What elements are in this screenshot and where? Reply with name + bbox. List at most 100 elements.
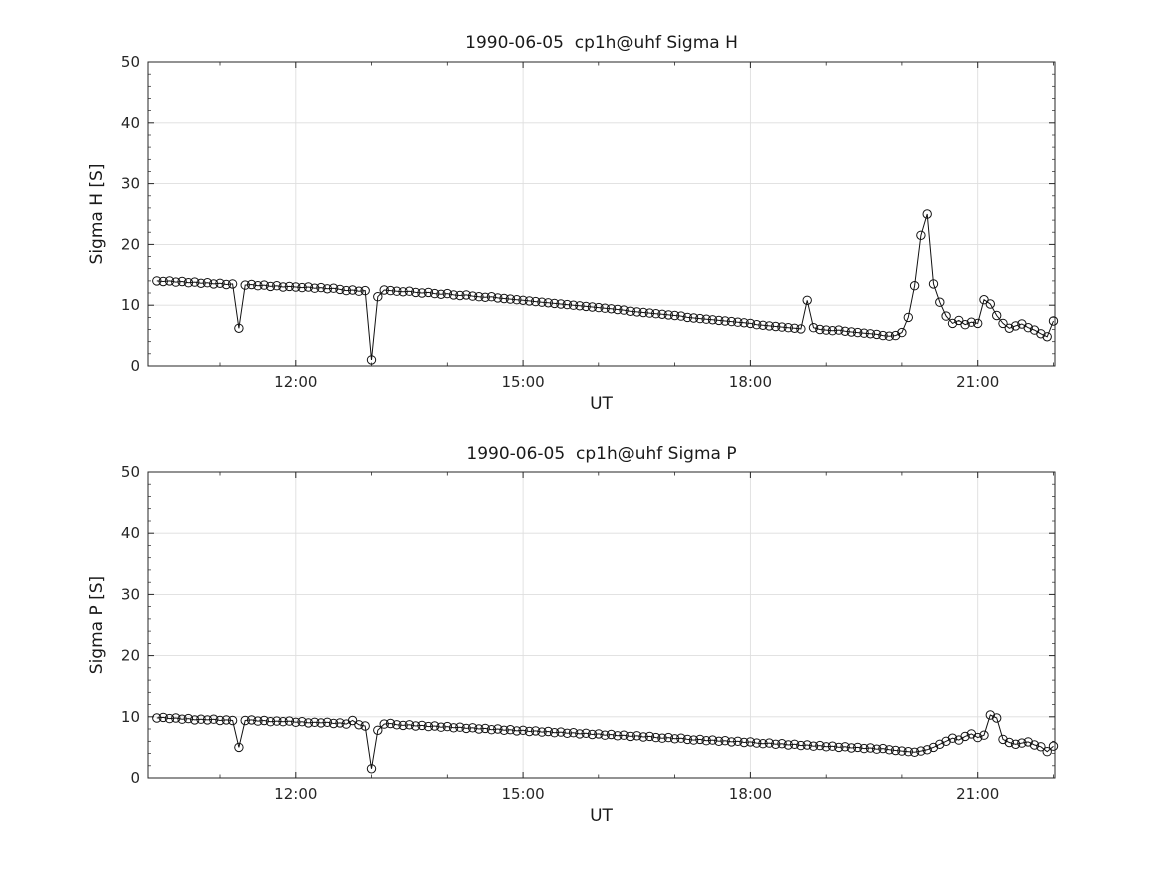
data-point-marker [284, 281, 295, 292]
data-point-marker [827, 741, 838, 751]
data-point-marker [379, 719, 389, 729]
data-point-marker [253, 281, 263, 291]
data-point-marker [354, 720, 364, 730]
data-point-marker [840, 742, 850, 752]
data-point-marker [467, 291, 478, 301]
data-point-marker [379, 285, 389, 295]
data-point-marker [171, 277, 181, 287]
data-point-marker [859, 743, 869, 754]
data-point-marker [777, 322, 787, 332]
data-point-marker [474, 724, 484, 734]
data-point-marker [1023, 323, 1033, 333]
data-point-marker [436, 289, 446, 299]
data-point-marker [284, 716, 295, 726]
data-point-marker [549, 728, 560, 738]
data-point-marker [537, 727, 547, 737]
data-point-marker [448, 723, 459, 733]
sigma-h-y-axis-label: Sigma H [S] [87, 163, 107, 265]
data-point-marker [310, 283, 320, 293]
data-point-marker [404, 286, 415, 296]
data-point-marker [543, 298, 553, 308]
data-point-marker [587, 729, 598, 740]
data-point-marker [998, 734, 1008, 745]
data-point-marker [998, 318, 1008, 329]
data-point-marker [347, 285, 358, 295]
data-point-marker [493, 724, 503, 734]
data-point-marker [764, 738, 774, 748]
data-point-marker [253, 716, 263, 726]
x-tick-label: 21:00 [956, 373, 999, 391]
data-point-marker [423, 287, 434, 298]
data-point-marker [853, 327, 863, 338]
x-tick-label: 18:00 [729, 373, 772, 391]
data-point-marker [227, 279, 238, 289]
data-point-marker [834, 325, 844, 335]
data-point-marker [215, 278, 225, 288]
data-point-marker [752, 738, 762, 748]
data-point-marker [568, 300, 579, 310]
y-tick-label: 20 [121, 647, 140, 665]
sigma-p-chart-title: 1990-06-05 cp1h@uhf Sigma P [466, 444, 737, 464]
data-point-marker [745, 737, 756, 747]
data-point-marker [726, 737, 737, 747]
y-tick-label: 20 [121, 235, 140, 253]
data-point-marker [442, 288, 452, 299]
data-point-marker [632, 731, 642, 741]
data-point-marker [417, 288, 427, 298]
data-point-marker [404, 720, 415, 730]
data-point-marker [158, 712, 168, 723]
y-tick-label: 10 [121, 296, 140, 314]
data-point-marker [815, 324, 825, 335]
data-point-marker [960, 320, 970, 330]
data-point-marker [878, 743, 888, 754]
data-point-marker [853, 742, 863, 753]
data-point-marker [1048, 741, 1059, 751]
data-point-marker [209, 714, 219, 724]
data-point-marker [171, 713, 181, 723]
data-point-marker [947, 318, 958, 329]
data-point-marker [720, 736, 730, 746]
data-point-marker [600, 730, 610, 740]
data-point-marker [941, 311, 951, 321]
data-point-marker [183, 713, 194, 724]
data-point-marker [846, 327, 857, 337]
data-point-marker [663, 732, 673, 743]
sigma-h-chart-title: 1990-06-05 cp1h@uhf Sigma H [465, 33, 738, 53]
data-point-marker [682, 312, 692, 323]
data-point-marker [455, 722, 465, 732]
data-point-marker [1036, 742, 1046, 752]
data-point-marker [246, 279, 257, 290]
data-point-marker [669, 310, 680, 321]
data-point-marker [158, 276, 168, 287]
data-point-marker [246, 715, 257, 725]
x-tick-label: 15:00 [501, 373, 544, 391]
data-point-marker [278, 282, 288, 292]
data-point-marker [448, 290, 459, 300]
data-point-marker [903, 747, 913, 757]
data-point-marker [789, 739, 800, 749]
data-point-marker [227, 715, 238, 726]
data-point-marker [992, 310, 1002, 321]
data-point-marker [499, 725, 509, 735]
data-point-marker [556, 299, 566, 309]
data-point-marker [486, 292, 497, 302]
data-point-marker [183, 278, 194, 288]
data-point-marker [644, 308, 655, 318]
data-point-marker [777, 739, 787, 749]
data-point-marker [897, 327, 907, 338]
data-point-marker [303, 282, 314, 292]
data-point-marker [1029, 740, 1040, 750]
data-point-marker [215, 715, 225, 726]
data-point-marker [430, 721, 440, 731]
data-point-marker [385, 718, 396, 729]
data-point-marker [549, 298, 560, 309]
data-point-marker [291, 717, 301, 727]
data-point-marker [1042, 747, 1052, 757]
data-point-marker [373, 292, 383, 302]
data-point-marker [840, 326, 850, 336]
data-point-marker [297, 282, 307, 293]
data-point-marker [177, 714, 187, 724]
data-point-marker [316, 718, 326, 728]
x-tick-label: 15:00 [501, 785, 544, 803]
